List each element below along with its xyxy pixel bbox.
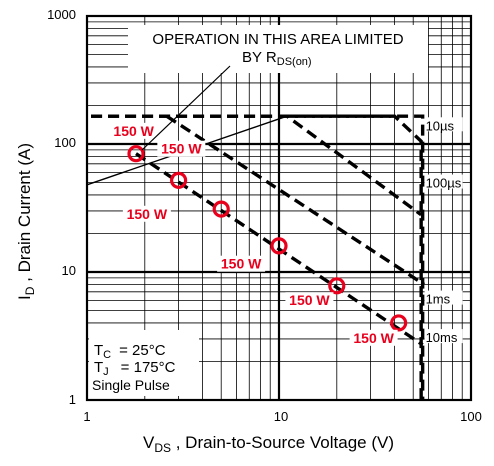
y-tick-1: 1 bbox=[69, 392, 76, 407]
conditions-legend: TC = 25°C TJ = 175°C Single Pulse bbox=[89, 330, 199, 396]
single-pulse-label: Single Pulse bbox=[92, 377, 170, 393]
series-label-backdrop bbox=[424, 290, 463, 305]
power-marker bbox=[328, 277, 346, 295]
conditions-backdrop bbox=[89, 330, 199, 396]
curve-1ms bbox=[165, 114, 426, 286]
plot-frame bbox=[85, 14, 473, 402]
annotation-block: OPERATION IN THIS AREA LIMITED BY RDS(on… bbox=[128, 25, 428, 151]
y-tick-1000: 1000 bbox=[47, 7, 76, 22]
y-tick-10: 10 bbox=[62, 263, 76, 278]
series-label-backdrop bbox=[424, 174, 463, 189]
curve-100us bbox=[286, 114, 423, 400]
power-label: 150 W bbox=[289, 292, 330, 308]
power-label-backdrop bbox=[122, 205, 171, 222]
x-tick-100: 100 bbox=[460, 409, 482, 424]
series-label: 100µs bbox=[426, 176, 462, 191]
curve-10ms bbox=[91, 114, 425, 400]
power-marker bbox=[127, 145, 145, 163]
y-tick-labels: 1000 100 10 1 bbox=[47, 7, 76, 407]
power-label-backdrop bbox=[285, 292, 334, 309]
x-tick-1: 1 bbox=[83, 409, 90, 424]
power-label-backdrop bbox=[157, 140, 206, 157]
power-marker bbox=[212, 200, 230, 218]
power-marker bbox=[390, 314, 408, 332]
power-label: 150 W bbox=[353, 330, 394, 346]
power-label-backdrop bbox=[349, 329, 398, 346]
annotation-line-1: OPERATION IN THIS AREA LIMITED bbox=[152, 31, 403, 48]
annotation-leader bbox=[141, 65, 231, 151]
annotation-backdrop bbox=[128, 25, 428, 73]
power-label: 150 W bbox=[221, 256, 262, 272]
power-label: 150 W bbox=[113, 123, 154, 139]
power-label: 150 W bbox=[127, 206, 168, 222]
series-label-backdrop bbox=[424, 329, 463, 344]
x-axis-title: VDS , Drain-to-Source Voltage (V) bbox=[143, 433, 394, 455]
series-label: 10ms bbox=[426, 330, 458, 345]
series-label: 10µs bbox=[426, 118, 455, 133]
series-label: 1ms bbox=[426, 292, 451, 307]
x-tick-10: 10 bbox=[274, 409, 288, 424]
power-label-backdrop bbox=[217, 255, 266, 272]
power-marker bbox=[170, 171, 188, 189]
y-tick-100: 100 bbox=[54, 135, 76, 150]
x-tick-labels: 1 10 100 bbox=[83, 409, 481, 424]
tc-label: TC = 25°C bbox=[94, 342, 166, 361]
series-label-backdrop bbox=[424, 117, 463, 132]
power-marker bbox=[270, 237, 288, 255]
y-axis-title: ID , Drain Current (A) bbox=[15, 143, 37, 300]
tj-label: TJ = 175°C bbox=[94, 359, 176, 378]
power-label-backdrop bbox=[109, 122, 158, 139]
marks-layer: 10µs 100µs 1ms 10ms 150 W 150 W 150 W 150 W 150 … bbox=[109, 117, 463, 346]
annotation-line-2: BY RDS(on) bbox=[242, 49, 312, 68]
power-label: 150 W bbox=[161, 141, 202, 157]
